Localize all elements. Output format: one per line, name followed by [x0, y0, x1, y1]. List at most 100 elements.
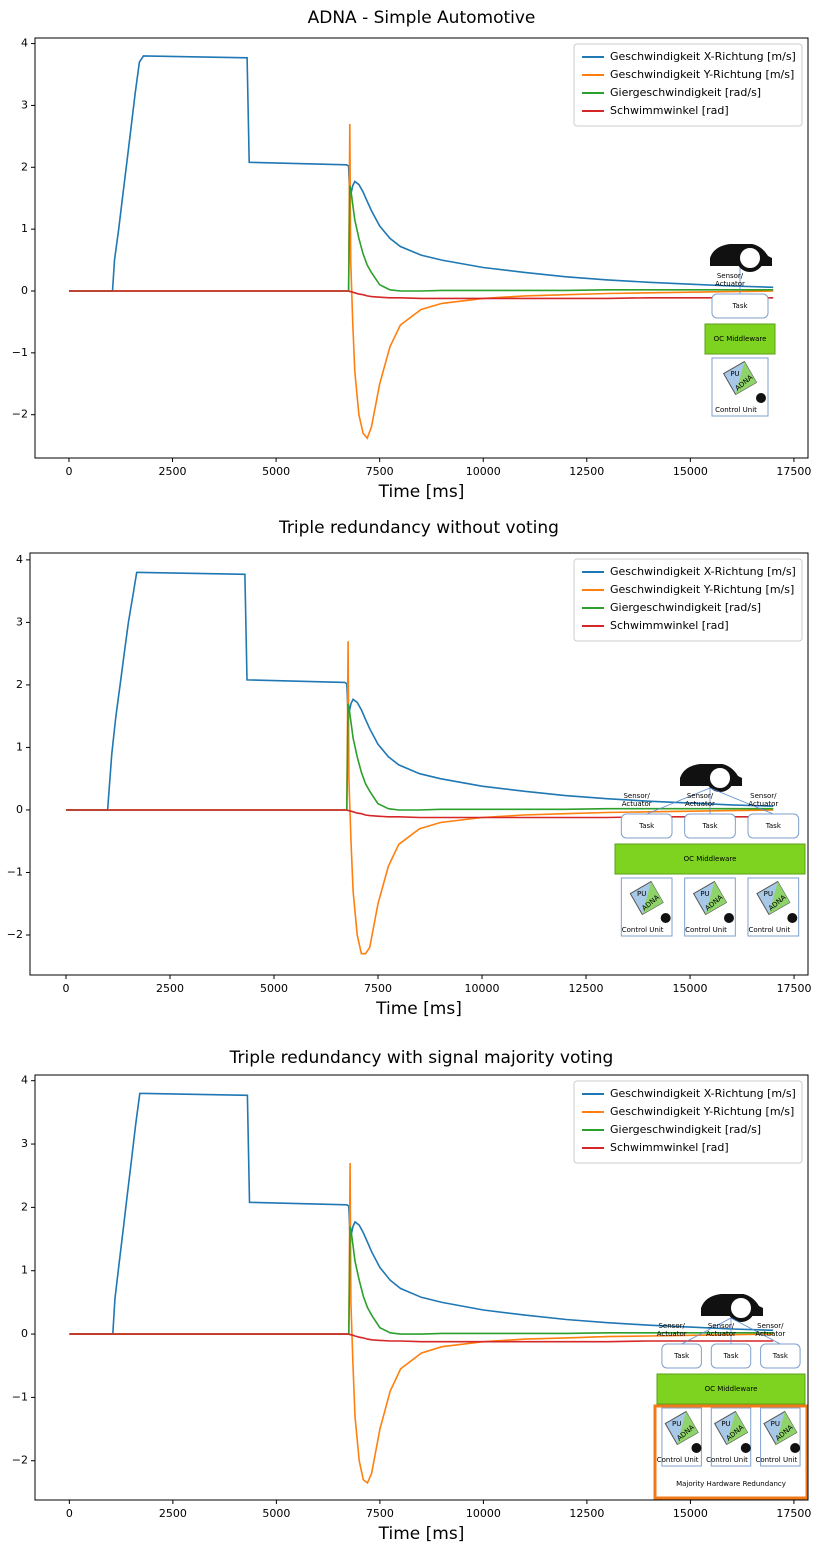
legend-label: Geschwindigkeit Y-Richtung [m/s]: [610, 1105, 794, 1118]
task-label: Task: [731, 302, 748, 310]
y-tick-label: 3: [21, 98, 28, 111]
sensor-label: Actuator: [755, 1330, 785, 1338]
legend-label: Geschwindigkeit X-Richtung [m/s]: [610, 50, 796, 63]
chart-title: ADNA - Simple Automotive: [308, 8, 536, 28]
y-tick-label: 0: [16, 803, 23, 816]
x-axis-label: Time [ms]: [378, 482, 465, 502]
task-label: Task: [765, 822, 782, 830]
mini-car: [787, 913, 797, 923]
control-unit-label: Control Unit: [622, 926, 664, 934]
y-tick-label: 4: [16, 553, 23, 566]
pu-label: PU: [771, 1420, 780, 1428]
y-tick-label: −2: [12, 1454, 28, 1467]
x-tick-label: 15000: [673, 982, 708, 995]
figure: ADNA - Simple Automotive −2 −1 0 1 2 3 4 0 2500 50…: [0, 0, 814, 1548]
legend-label: Geschwindigkeit X-Richtung [m/s]: [610, 1087, 796, 1100]
sensor-label: Sensor/: [687, 792, 714, 800]
y-tick-label: 2: [21, 160, 28, 173]
x-tick-label: 0: [65, 465, 72, 478]
pu-label: PU: [672, 1420, 681, 1428]
sensor-label: Actuator: [706, 1330, 736, 1338]
y-tick-label: −1: [12, 346, 28, 359]
x-tick-label: 15000: [673, 465, 708, 478]
x-tick-label: 12500: [569, 1507, 604, 1520]
control-unit-label: Control Unit: [748, 926, 790, 934]
x-tick-label: 5000: [260, 982, 288, 995]
middleware-label: OC Middleware: [684, 855, 737, 863]
y-tick-label: −2: [7, 928, 23, 941]
sensor-label: Actuator: [748, 800, 778, 808]
x-tick-label: 7500: [364, 982, 392, 995]
mini-car: [790, 1443, 800, 1453]
y-tick-label: 0: [21, 284, 28, 297]
series-line: [66, 704, 773, 810]
series-line: [69, 1226, 773, 1334]
x-tick-label: 2500: [159, 465, 187, 478]
legend-label: Giergeschwindigkeit [rad/s]: [610, 86, 761, 99]
middleware-label: OC Middleware: [714, 335, 767, 343]
chart-title: Triple redundancy with signal majority v…: [229, 1048, 614, 1068]
mini-car: [661, 913, 671, 923]
sensor-label: Actuator: [715, 280, 745, 288]
middleware-label: OC Middleware: [705, 1385, 758, 1393]
task-label: Task: [772, 1352, 789, 1360]
x-tick-label: 10000: [466, 1507, 501, 1520]
legend-label: Geschwindigkeit Y-Richtung [m/s]: [610, 68, 794, 81]
redundancy-label: Majority Hardware Redundancy: [676, 1480, 786, 1488]
mini-car: [724, 913, 734, 923]
x-axis-label: Time [ms]: [378, 1524, 465, 1544]
sensor-label: Sensor/: [658, 1322, 685, 1330]
sensor-label: Actuator: [685, 800, 715, 808]
wheel-icon: [738, 246, 762, 270]
pu-label: PU: [730, 370, 739, 378]
y-tick-label: 1: [16, 740, 23, 753]
control-unit-label: Control Unit: [706, 1456, 748, 1464]
x-tick-label: 7500: [366, 465, 394, 478]
x-tick-label: 2500: [159, 1507, 187, 1520]
sensor-label: Actuator: [657, 1330, 687, 1338]
sensor-label: Sensor/: [623, 792, 650, 800]
legend-label: Schwimmwinkel [rad]: [610, 104, 729, 117]
y-tick-label: 4: [21, 1074, 28, 1087]
x-tick-label: 17500: [777, 982, 812, 995]
sensor-label: Sensor/: [750, 792, 777, 800]
legend-label: Schwimmwinkel [rad]: [610, 619, 729, 632]
y-tick-label: −2: [12, 408, 28, 421]
y-tick-label: 4: [21, 37, 28, 50]
wheel-icon: [708, 766, 732, 790]
task-label: Task: [722, 1352, 739, 1360]
x-axis-label: Time [ms]: [375, 999, 462, 1019]
x-tick-label: 5000: [262, 465, 290, 478]
legend-label: Schwimmwinkel [rad]: [610, 1141, 729, 1154]
chart-title: Triple redundancy without voting: [278, 518, 559, 538]
series-line: [69, 124, 773, 438]
x-tick-label: 17500: [776, 465, 811, 478]
x-tick-label: 10000: [465, 982, 500, 995]
inset-diagram: Sensor/ActuatorTaskPUADNAControl UnitSen…: [655, 1294, 807, 1498]
task-label: Task: [673, 1352, 690, 1360]
y-tick-label: 2: [21, 1200, 28, 1213]
mini-car: [741, 1443, 751, 1453]
control-unit-label: Control Unit: [755, 1456, 797, 1464]
pu-label: PU: [721, 1420, 730, 1428]
x-tick-label: 12500: [569, 465, 604, 478]
x-tick-label: 2500: [156, 982, 184, 995]
task-label: Task: [701, 822, 718, 830]
legend-label: Giergeschwindigkeit [rad/s]: [610, 601, 761, 614]
x-tick-label: 10000: [466, 465, 501, 478]
mini-car: [756, 393, 766, 403]
legend-label: Geschwindigkeit Y-Richtung [m/s]: [610, 583, 794, 596]
y-tick-label: −1: [12, 1390, 28, 1403]
sensor-label: Actuator: [622, 800, 652, 808]
sensor-label: Sensor/: [708, 1322, 735, 1330]
control-unit-label: Control Unit: [685, 926, 727, 934]
control-unit-label: Control Unit: [657, 1456, 699, 1464]
series-line: [69, 186, 773, 291]
pu-label: PU: [700, 890, 709, 898]
legend-label: Giergeschwindigkeit [rad/s]: [610, 1123, 761, 1136]
mini-car: [691, 1443, 701, 1453]
x-tick-label: 0: [62, 982, 69, 995]
x-tick-label: 12500: [569, 982, 604, 995]
